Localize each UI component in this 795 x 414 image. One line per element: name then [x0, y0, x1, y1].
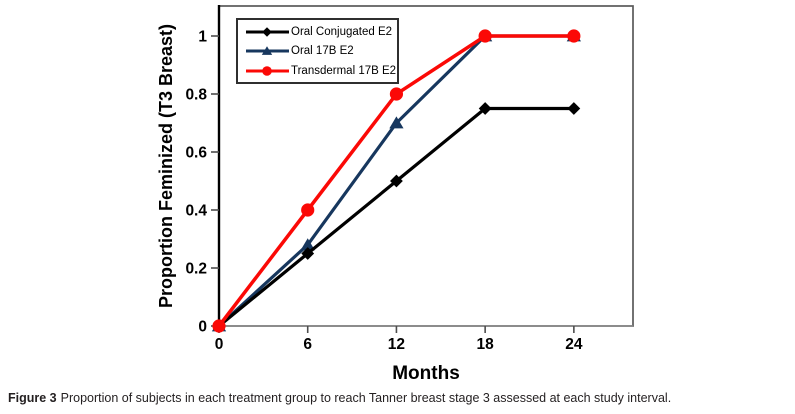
legend-label-oral-17b-e2: Oral 17B E2 [291, 45, 354, 57]
legend-entry-oral-conjugated-e2: Oral Conjugated E2 [245, 23, 397, 41]
y-axis-title: Proportion Feminized (T3 Breast) [156, 23, 176, 309]
data-point-oral-17b-e2 [389, 116, 404, 129]
data-point-transdermal-17b-e2 [301, 203, 315, 217]
legend-marker-oral-17b-e2 [261, 46, 273, 55]
data-point-oral-conjugated-e2 [390, 174, 403, 188]
y-tick-label: 0.6 [185, 145, 207, 162]
data-point-transdermal-17b-e2 [478, 29, 492, 43]
legend-entry-oral-17b-e2: Oral 17B E2 [245, 42, 397, 60]
data-point-transdermal-17b-e2 [389, 87, 404, 101]
legend-marker-transdermal-17b-e2 [262, 65, 272, 76]
data-point-oral-conjugated-e2 [301, 247, 315, 260]
series-oral-conjugated-e2 [212, 102, 581, 333]
legend-swatch-oral-17b-e2 [246, 46, 289, 55]
legend-marker-oral-conjugated-e2 [262, 26, 272, 37]
x-tick-label: 6 [303, 336, 312, 353]
legend-label-oral-conjugated-e2: Oral Conjugated E2 [291, 25, 393, 38]
legend-box: Oral Conjugated E2 Oral 17B E2 Transdermal… [236, 18, 399, 84]
data-point-oral-conjugated-e2 [478, 102, 492, 115]
y-tick-label: 0.2 [185, 261, 207, 278]
x-axis-title: Months [392, 363, 460, 384]
legend-swatch-oral-conjugated-e2 [246, 26, 289, 37]
data-point-transdermal-17b-e2 [567, 29, 581, 43]
data-point-transdermal-17b-e2 [212, 319, 226, 333]
y-tick-label: 1 [198, 29, 207, 46]
data-point-oral-conjugated-e2 [567, 102, 581, 115]
figure-caption-label: Figure 3 [8, 391, 57, 405]
y-tick-label: 0.4 [185, 203, 207, 220]
x-tick-label: 24 [565, 336, 583, 353]
y-tick-label: 0.8 [185, 87, 207, 104]
data-point-oral-17b-e2 [300, 238, 315, 251]
legend-swatch-transdermal-17b-e2 [246, 65, 289, 76]
x-tick-label: 18 [477, 336, 495, 353]
figure-caption: Figure 3 Proportion of subjects in each t… [8, 390, 792, 406]
series-transdermal-17b-e2 [212, 29, 581, 333]
legend-entry-transdermal-17b-e2: Transdermal 17B E2 [245, 62, 397, 80]
figure-caption-text: Proportion of subjects in each treatment… [60, 391, 672, 405]
x-tick-label: 0 [215, 336, 224, 353]
chart-canvas: 0 0.2 0.4 0.6 0.8 1 0 6 12 18 24 [185, 5, 634, 353]
legend-label-transdermal-17b-e2: Transdermal 17B E2 [291, 64, 397, 77]
series-line-oral-conjugated-e2 [217, 106, 574, 328]
y-tick-label: 0 [198, 319, 207, 336]
x-tick-label: 12 [388, 336, 405, 353]
